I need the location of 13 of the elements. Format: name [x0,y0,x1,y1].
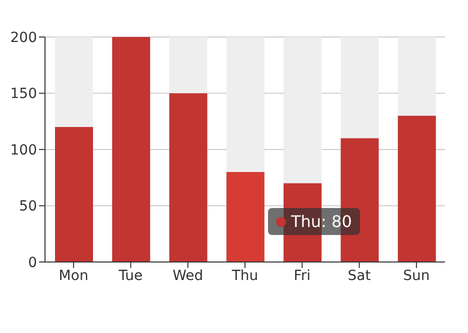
y-tick-label: 200 [10,30,37,46]
x-tick-label: Sat [348,268,372,284]
x-tick-label: Tue [118,268,143,284]
y-tick-label: 50 [19,198,37,215]
x-tick-label: Thu [230,268,258,284]
x-tick-label: Fri [294,268,310,284]
x-tick-label: Mon [58,268,88,284]
y-tick-label: 0 [28,254,37,271]
y-tick-label: 100 [10,142,37,158]
annotation: Thu: 80 [291,212,352,231]
y-tick-label: 150 [10,86,37,102]
x-tick-label: Wed [172,268,204,284]
x-tick-label: Sun [403,268,430,284]
